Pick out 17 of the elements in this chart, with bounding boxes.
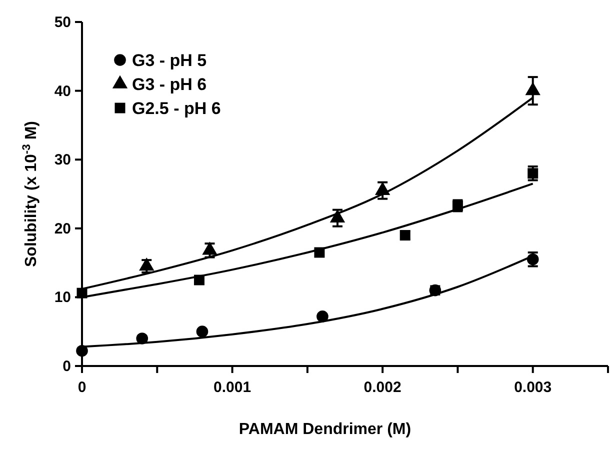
x-tick-label: 0.001	[214, 379, 252, 396]
x-tick-label: 0.003	[514, 379, 552, 396]
y-tick-label: 10	[54, 289, 71, 306]
point	[525, 82, 540, 96]
x-tick-label: 0	[78, 379, 86, 396]
x-tick-label: 0.002	[364, 379, 402, 396]
y-tick-label: 50	[54, 14, 71, 31]
legend-label: G3 - pH 6	[132, 75, 207, 94]
y-tick-label: 20	[54, 220, 71, 238]
point	[76, 344, 88, 357]
y-tick-label: 0	[62, 358, 71, 375]
legend-label: G3 - pH 5	[132, 51, 207, 70]
y-tick-label: 40	[54, 82, 71, 100]
legend-label: G2.5 - pH 6	[132, 99, 221, 118]
point	[196, 326, 208, 338]
x-axis-title: PAMAM Dendrimer (M)	[238, 421, 412, 438]
y-tick-label: 30	[54, 152, 71, 169]
